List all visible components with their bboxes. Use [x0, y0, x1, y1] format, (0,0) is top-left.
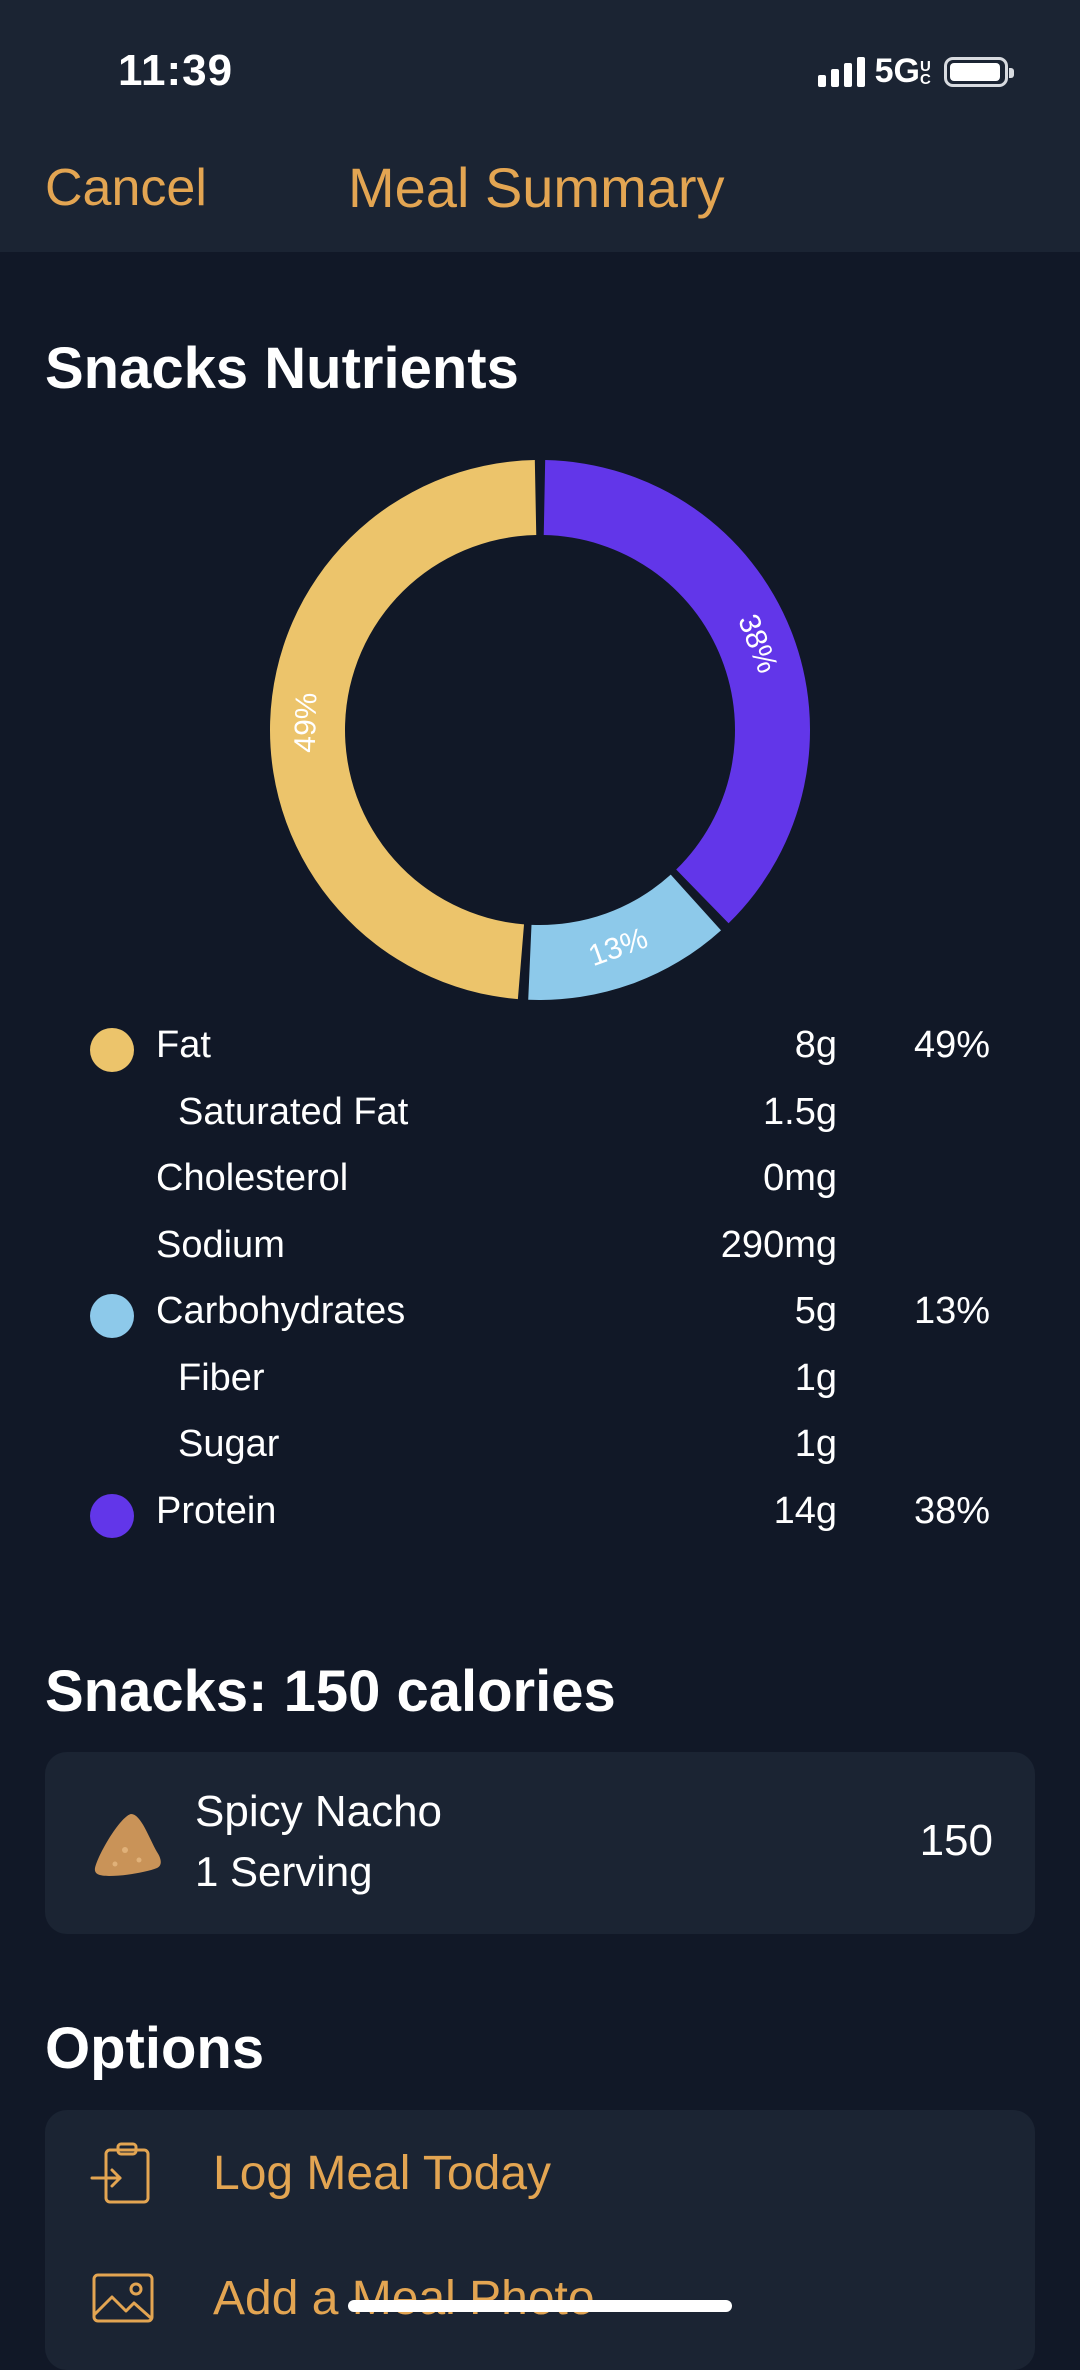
- nutrient-amount: 0mg: [763, 1157, 837, 1199]
- nutrient-row: Sodium 290mg: [0, 1218, 1080, 1284]
- nutrient-label: Fiber: [178, 1356, 265, 1399]
- log-meal-option[interactable]: Log Meal Today: [45, 2110, 1035, 2230]
- nutrient-percent: 38%: [913, 1489, 990, 1532]
- nacho-chip-icon: [94, 1814, 161, 1876]
- status-icons: 5GUC: [817, 52, 1014, 91]
- page-title: Meal Summary: [348, 156, 725, 219]
- nutrient-label: Carbohydrates: [156, 1290, 406, 1332]
- nutrient-amount: 290mg: [720, 1223, 837, 1266]
- legend-dot-icon: [90, 1493, 134, 1538]
- nutrient-row: Fat 8g 49%: [0, 1018, 1080, 1084]
- signal-icon: [817, 56, 865, 87]
- nutrient-amount: 5g: [794, 1290, 837, 1332]
- donut-label-fat: 49%: [289, 692, 324, 753]
- nutrient-label: Protein: [156, 1489, 277, 1532]
- home-indicator: [348, 2300, 732, 2312]
- nutrient-row: Fiber 1g: [0, 1351, 1080, 1417]
- food-item-card[interactable]: Spicy Nacho 1 Serving 150: [45, 1752, 1035, 1934]
- nutrient-row: Cholesterol 0mg: [0, 1151, 1080, 1217]
- nutrient-percent: 13%: [913, 1290, 990, 1332]
- legend-dot-icon: [90, 1294, 134, 1338]
- nutrients-title: Snacks Nutrients: [45, 336, 519, 401]
- food-name: Spicy Nacho: [195, 1787, 443, 1836]
- add-photo-label: Add a Meal Photo: [213, 2272, 595, 2325]
- nutrient-label: Cholesterol: [156, 1157, 349, 1199]
- nutrient-percent: 49%: [913, 1024, 990, 1066]
- nutrient-row: Sugar 1g: [0, 1417, 1080, 1483]
- donut-slice-fat: [270, 460, 537, 1000]
- donut-slice-carbohydrates: [528, 874, 722, 1000]
- nutrient-amount: 1.5g: [763, 1090, 837, 1133]
- nutrient-row: Carbohydrates 5g 13%: [0, 1284, 1080, 1350]
- cancel-button[interactable]: Cancel: [45, 159, 207, 217]
- nutrient-label: Saturated Fat: [178, 1090, 409, 1133]
- options-card: Log Meal Today Add a Meal Photo: [45, 2110, 1035, 2370]
- nutrient-amount: 1g: [794, 1423, 837, 1465]
- macro-donut-chart: 38%13%49%: [270, 460, 810, 1000]
- add-photo-option[interactable]: Add a Meal Photo: [45, 2235, 1035, 2355]
- clipboard-log-icon: [90, 2142, 150, 2204]
- calories-title: Snacks: 150 calories: [45, 1659, 616, 1724]
- nutrient-label: Sugar: [178, 1423, 280, 1465]
- nutrient-label: Sodium: [156, 1223, 285, 1266]
- food-serving: 1 Serving: [195, 1848, 373, 1895]
- log-meal-label: Log Meal Today: [213, 2147, 552, 2200]
- nutrient-row: Protein 14g 38%: [0, 1484, 1080, 1550]
- battery-icon: [944, 56, 1014, 87]
- network-label: 5GUC: [874, 52, 931, 90]
- food-calories: 150: [919, 1816, 993, 1865]
- top-bar: 11:39 5GUC Cancel Meal Summary: [0, 0, 1080, 252]
- nutrient-amount: 14g: [773, 1489, 837, 1532]
- options-title: Options: [45, 2016, 265, 2081]
- nutrient-row: Saturated Fat 1.5g: [0, 1085, 1080, 1151]
- nutrient-amount: 8g: [794, 1024, 837, 1066]
- legend-dot-icon: [90, 1028, 134, 1072]
- photo-icon: [92, 2273, 154, 2323]
- nutrient-amount: 1g: [794, 1356, 837, 1399]
- nutrient-label: Fat: [156, 1024, 211, 1066]
- status-time: 11:39: [118, 46, 234, 95]
- donut-slice-protein: [543, 460, 810, 924]
